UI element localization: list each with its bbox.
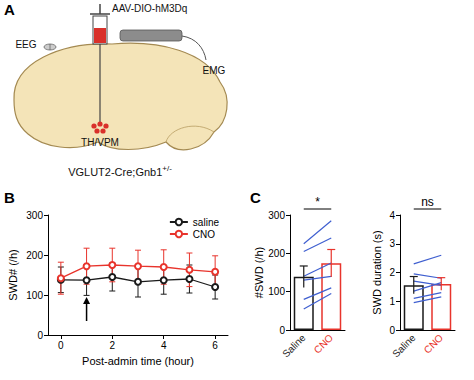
svg-text:0: 0 bbox=[279, 325, 285, 336]
svg-text:100: 100 bbox=[26, 290, 43, 301]
svg-text:300: 300 bbox=[268, 210, 285, 221]
svg-text:Post-admin time (hour): Post-admin time (hour) bbox=[82, 355, 194, 367]
svg-text:6: 6 bbox=[212, 340, 218, 351]
svg-text:200: 200 bbox=[268, 248, 285, 259]
svg-text:saline: saline bbox=[193, 217, 220, 228]
svg-text:Saline: Saline bbox=[390, 332, 418, 360]
svg-text:TH/VPM: TH/VPM bbox=[81, 137, 119, 148]
svg-text:300: 300 bbox=[26, 210, 43, 221]
svg-text:1: 1 bbox=[389, 296, 395, 307]
svg-text:200: 200 bbox=[26, 250, 43, 261]
svg-text:2: 2 bbox=[389, 267, 395, 278]
svg-text:C: C bbox=[250, 189, 261, 206]
svg-text:SWD duration (s): SWD duration (s) bbox=[371, 230, 383, 314]
svg-text:CNO: CNO bbox=[422, 332, 446, 356]
svg-text:0: 0 bbox=[37, 330, 43, 341]
svg-text:4: 4 bbox=[161, 340, 167, 351]
svg-text:EEG: EEG bbox=[15, 39, 36, 50]
svg-text:EMG: EMG bbox=[203, 65, 226, 76]
svg-text:0: 0 bbox=[58, 340, 64, 351]
svg-text:B: B bbox=[4, 189, 15, 206]
svg-text:100: 100 bbox=[268, 286, 285, 297]
svg-text:2: 2 bbox=[110, 340, 116, 351]
svg-text:SWD# (/h): SWD# (/h) bbox=[7, 249, 19, 300]
svg-text:CNO: CNO bbox=[312, 332, 336, 356]
svg-text:4: 4 bbox=[389, 210, 395, 221]
svg-text:Saline: Saline bbox=[280, 332, 308, 360]
svg-text:#SWD (/h): #SWD (/h) bbox=[253, 247, 265, 298]
svg-text:0: 0 bbox=[389, 325, 395, 336]
svg-text:A: A bbox=[4, 1, 15, 18]
svg-text:ns: ns bbox=[421, 195, 434, 209]
svg-text:AAV-DIO-hM3Dq: AAV-DIO-hM3Dq bbox=[112, 3, 187, 14]
svg-text:CNO: CNO bbox=[193, 229, 215, 240]
svg-text:3: 3 bbox=[389, 238, 395, 249]
svg-text:VGLUT2-Cre;Gnb1+/-: VGLUT2-Cre;Gnb1+/- bbox=[68, 164, 172, 178]
svg-text:*: * bbox=[315, 195, 320, 209]
